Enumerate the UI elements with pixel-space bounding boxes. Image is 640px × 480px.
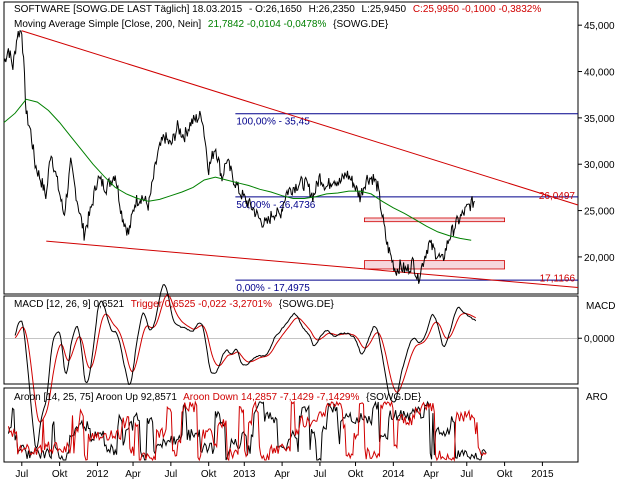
x-tick-label: 2015 <box>531 469 554 480</box>
price-line <box>3 30 476 284</box>
x-tick-label: Apr <box>125 469 141 480</box>
header-symbol: SOFTWARE [SOWG.DE LAST Täglich] 18.03.20… <box>14 4 243 15</box>
aroon-panel <box>3 387 579 463</box>
macd-legend: MACD [12, 26, 9] 0,6521 Trigger 0,6525 -… <box>14 299 335 310</box>
price-marker-label: 26,0497 <box>539 191 576 202</box>
aroon-down-line <box>7 400 487 462</box>
ma-legend-name: Moving Average Simple [Close, 200, Nein] <box>14 19 201 30</box>
ma-legend-symbol: {SOWG.DE} <box>333 19 389 30</box>
y-tick-label: 25,000 <box>584 207 615 218</box>
x-tick-label: Jul <box>460 469 473 480</box>
chart-header: SOFTWARE [SOWG.DE LAST Täglich] 18.03.20… <box>14 4 541 15</box>
macd-line <box>14 284 477 450</box>
macd-trigger-line <box>14 294 476 423</box>
aroon-legend-down: Aroon Down 14,2857 -7,1429 -7,1429% <box>183 392 359 403</box>
ma-legend-values: 21,7842 -0,0104 -0,0478% <box>208 19 327 30</box>
aroon-legend-name: Aroon [14, 25, 75] Aroon Up 92,8571 <box>14 392 177 403</box>
header-high: H:26,2350 <box>309 4 356 15</box>
x-tick-label: 2013 <box>233 469 256 480</box>
fib-level-label: 0,00% - 17,4975 <box>236 283 310 294</box>
price-panel: 20,000 25,000 30,000 35,000 40,000 45,000 100,… <box>3 1 615 295</box>
ma-legend: Moving Average Simple [Close, 200, Nein]… <box>14 19 389 30</box>
x-axis: Jul Okt 2012 Apr Jul Okt 2013 Apr Jul Okt 2014 Apr J… <box>15 462 554 480</box>
y-tick-label: 30,000 <box>584 160 615 171</box>
header-close: C:25,9950 -0,1000 -0,3832% <box>413 4 542 15</box>
x-tick-label: Jul <box>15 469 28 480</box>
x-tick-label: 2012 <box>86 469 109 480</box>
aroon-up-line <box>7 400 487 462</box>
price-zone-band <box>364 260 505 270</box>
aroon-panel-frame <box>3 387 579 463</box>
y-tick-label: 45,000 <box>584 21 615 32</box>
header-low: L:25,9450 <box>362 4 407 15</box>
x-tick-label: Jul <box>314 469 327 480</box>
x-tick-label: Apr <box>423 469 439 480</box>
aroon-legend-symbol: {SOWG.DE} <box>366 392 422 403</box>
x-tick-label: 2014 <box>382 469 405 480</box>
x-tick-label: Okt <box>348 469 364 480</box>
upper-trend-line <box>21 30 579 206</box>
macd-legend-name: MACD [12, 26, 9] 0,6521 <box>14 299 125 310</box>
header-open: - O:26,1650 <box>249 4 302 15</box>
macd-legend-trigger: Trigger 0,6525 -0,022 -3,2701% <box>131 299 272 310</box>
x-tick-label: Apr <box>274 469 290 480</box>
y-tick-label: 35,000 <box>584 114 615 125</box>
aroon-axis-label: ARO <box>586 392 608 403</box>
lower-trend-line <box>46 240 579 289</box>
ma200-line <box>3 98 472 241</box>
fib-level-label: 50,00% - 26,4736 <box>236 200 315 211</box>
macd-panel <box>3 284 582 450</box>
x-tick-label: Jul <box>164 469 177 480</box>
x-tick-label: Okt <box>52 469 68 480</box>
x-tick-label: Okt <box>201 469 217 480</box>
fib-level-label: 100,00% - 35,45 <box>236 117 310 128</box>
price-zone-band <box>364 217 505 223</box>
price-panel-frame <box>3 1 579 295</box>
macd-legend-symbol: {SOWG.DE} <box>279 299 335 310</box>
macd-zero-label: 0,0000 <box>584 334 615 345</box>
macd-panel-frame <box>3 295 579 385</box>
y-tick-label: 40,000 <box>584 68 615 79</box>
y-tick-label: 20,000 <box>584 253 615 264</box>
aroon-legend: Aroon [14, 25, 75] Aroon Up 92,8571 Aroo… <box>14 392 422 403</box>
price-marker-label: 17,1166 <box>540 274 576 285</box>
x-tick-label: Okt <box>497 469 513 480</box>
macd-axis-label: MACD <box>586 301 615 312</box>
